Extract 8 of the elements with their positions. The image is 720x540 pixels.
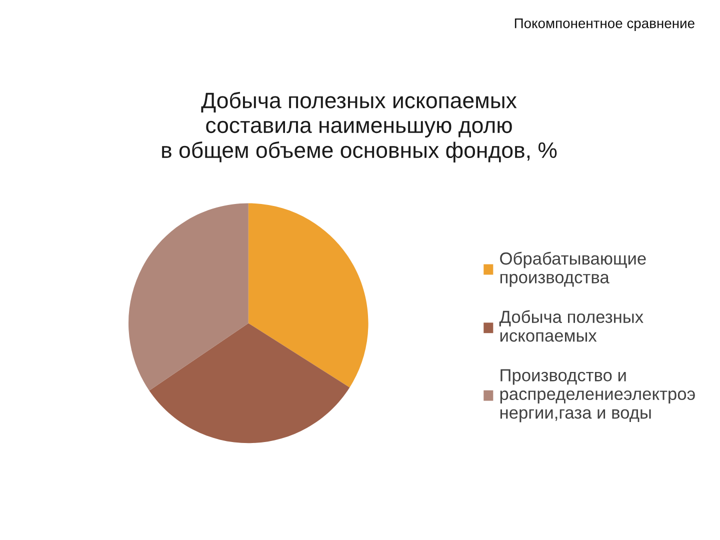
legend-label: Обрабатывающие производства <box>500 252 646 287</box>
legend-label: Добыча полезных ископаемых <box>499 310 644 342</box>
pie-slice <box>149 323 350 444</box>
legend-label: Производство и распределениеэлектроэ нергии,газа и воды <box>500 369 695 422</box>
chart-title: Добыча полезных ископаемых составила наименьшую долю в общем объеме основных фондов, % <box>162 92 557 162</box>
pie-slice <box>128 203 248 391</box>
text: Покомпонентное сравнение <box>514 18 694 31</box>
pie-slice <box>248 203 368 388</box>
